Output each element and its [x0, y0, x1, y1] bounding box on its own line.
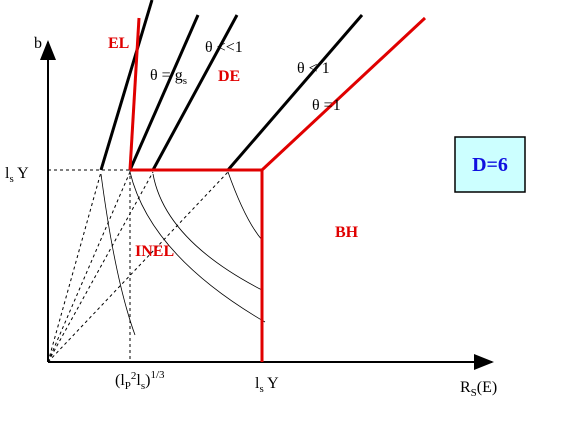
x-label: RS(E) — [460, 379, 497, 399]
box-label: D=6 — [472, 154, 508, 176]
x-tick-label: (lP2ls)1/3 — [115, 369, 165, 392]
text-part: s — [183, 75, 187, 87]
text-part: ) — [145, 372, 150, 389]
text-part: Y — [264, 375, 279, 392]
region-label: BH — [335, 224, 359, 241]
curves — [100, 171, 266, 336]
y-tick-label: ls Y — [5, 165, 29, 185]
text-part: (E) — [477, 379, 497, 396]
text-part: S — [471, 387, 477, 399]
dashed-guides — [47, 169, 229, 363]
text-part: s — [9, 173, 13, 185]
text-part: R — [460, 379, 471, 396]
text-part: P — [125, 380, 131, 392]
x-tick-label: ls Y — [255, 375, 279, 395]
line-label: θ = gs — [150, 67, 187, 87]
text-part: θ = g — [150, 67, 183, 84]
line-label: θ < 1 — [297, 60, 330, 77]
line-label: θ =1 — [312, 97, 341, 114]
region-label: DE — [218, 68, 240, 85]
region-label: EL — [108, 35, 129, 52]
text-part: s — [141, 380, 145, 392]
text-part: s — [259, 383, 263, 395]
line-label: θ <<1 — [205, 39, 243, 56]
info-box — [454, 136, 526, 193]
text-part: l — [255, 375, 260, 392]
text-part: l — [5, 165, 10, 182]
black-lines — [99, 0, 364, 171]
text-part: Y — [14, 165, 29, 182]
red-lines — [128, 16, 427, 362]
region-label: INEL — [135, 243, 174, 260]
text-part: (l — [115, 372, 125, 389]
text-part: 1/3 — [150, 369, 165, 381]
text-part: 2 — [131, 370, 137, 382]
y-label: b — [34, 35, 42, 52]
text-part: l — [136, 372, 141, 389]
